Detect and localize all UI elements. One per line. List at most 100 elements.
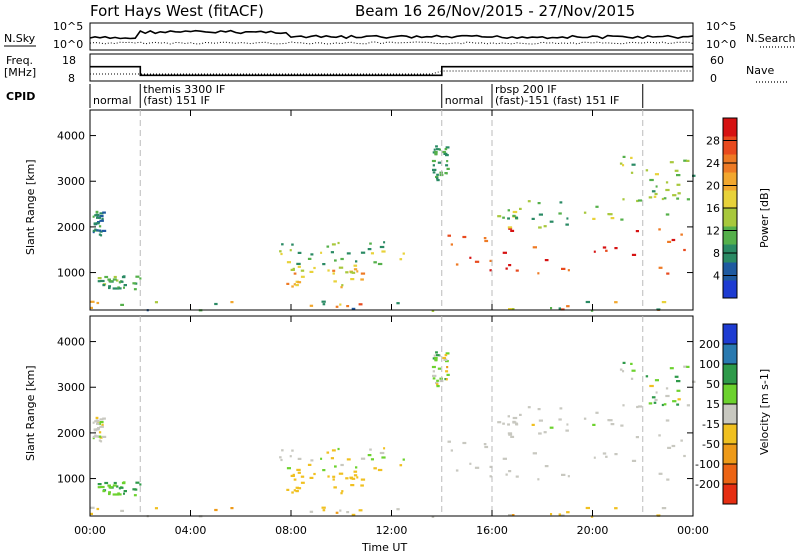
power-cell: [297, 265, 301, 268]
power-cell: [585, 300, 590, 304]
velocity-cell: [321, 506, 326, 509]
power-cell: [381, 250, 386, 253]
velocity-cell: [339, 509, 342, 512]
velocity-cell: [595, 411, 599, 414]
power-cell: [377, 262, 383, 266]
velocity-cell: [442, 356, 446, 360]
velocity-cell: [508, 470, 512, 473]
velocity-cell: [104, 481, 109, 485]
power-cell: [97, 280, 101, 283]
velocity-cell: [333, 486, 337, 489]
power-cell: [674, 169, 679, 172]
power-cell: [132, 282, 137, 285]
colorbar-swatch: [723, 324, 737, 345]
velocity-cell: [293, 489, 296, 492]
power-cell: [291, 243, 294, 246]
power-cell: [432, 151, 436, 154]
velocity-cell: [92, 421, 95, 424]
power-cell: [360, 278, 364, 281]
x-tick-label: 20:00: [577, 524, 609, 537]
velocity-cell: [665, 419, 670, 422]
power-cell: [113, 275, 117, 279]
power-cell: [614, 301, 618, 304]
velocity-cell: [377, 468, 383, 472]
velocity-cell: [322, 469, 326, 472]
velocity-cell: [431, 515, 435, 518]
power-cell: [345, 271, 349, 274]
power-cell: [326, 245, 330, 248]
power-cell: [99, 219, 104, 222]
velocity-cell: [358, 509, 363, 512]
power-cell: [593, 250, 596, 253]
power-cell: [310, 253, 314, 256]
power-cell: [531, 217, 535, 220]
velocity-cell: [677, 398, 681, 401]
velocity-cell: [139, 483, 142, 486]
colorbar-tick-label: -100: [695, 458, 720, 471]
power-cell: [379, 245, 385, 249]
velocity-cell: [350, 477, 353, 480]
velocity-cell: [113, 481, 117, 485]
power-cell: [445, 164, 449, 167]
velocity-cell: [674, 375, 679, 378]
power-cell: [651, 190, 656, 193]
velocity-cell: [544, 465, 549, 468]
velocity-cell: [436, 383, 439, 386]
velocity-cell: [346, 511, 350, 514]
velocity-cell: [665, 394, 670, 398]
power-cell: [620, 218, 624, 221]
nave-label: Nave: [746, 64, 774, 77]
velocity-cell: [510, 435, 515, 438]
power-cell: [543, 225, 547, 228]
nsearch-trace: [89, 41, 694, 45]
freq-tick-bottom: 8: [68, 72, 75, 85]
velocity-cell: [455, 469, 459, 472]
y-tick-label: 1000: [57, 473, 85, 486]
power-cell: [658, 228, 661, 231]
velocity-cell: [369, 448, 372, 451]
power-cell: [622, 164, 625, 167]
power-cell: [102, 284, 106, 287]
velocity-cell: [360, 484, 364, 487]
velocity-cell: [297, 487, 302, 490]
velocity-cell: [340, 492, 343, 495]
power-cell: [655, 185, 658, 188]
power-cell: [100, 279, 105, 283]
power-cell: [313, 266, 316, 270]
power-cell: [431, 309, 435, 312]
power-cell: [663, 197, 667, 200]
power-cell: [439, 171, 443, 174]
power-cell: [297, 251, 302, 254]
power-cell: [399, 258, 403, 261]
velocity-cell: [338, 472, 344, 475]
power-cell: [309, 304, 314, 307]
colorbar-swatch: [723, 404, 737, 425]
power-cell: [537, 202, 541, 205]
velocity-cell: [435, 354, 440, 357]
velocity-cell: [100, 485, 105, 489]
power-cell: [333, 280, 337, 283]
velocity-cell: [102, 417, 106, 420]
velocity-cell: [370, 458, 374, 461]
power-cell: [436, 173, 439, 176]
power-cell: [396, 302, 400, 305]
velocity-cell: [297, 471, 301, 474]
x-tick-label: 00:00: [74, 524, 106, 537]
velocity-cell: [537, 408, 541, 411]
velocity-cell: [531, 423, 535, 426]
power-cell: [446, 160, 449, 163]
velocity-cell: [322, 509, 326, 512]
velocity-cell: [469, 462, 472, 465]
velocity-cell: [512, 420, 516, 423]
power-cell: [293, 283, 296, 286]
velocity-cell: [607, 419, 610, 422]
power-cell: [104, 275, 109, 279]
power-cell: [92, 231, 95, 234]
velocity-cell: [310, 459, 314, 462]
velocity-cell: [327, 475, 330, 478]
power-cell: [444, 148, 448, 151]
velocity-cell: [112, 493, 116, 496]
velocity-cell: [353, 470, 358, 473]
power-cell: [118, 281, 121, 284]
power-cell: [383, 241, 386, 244]
